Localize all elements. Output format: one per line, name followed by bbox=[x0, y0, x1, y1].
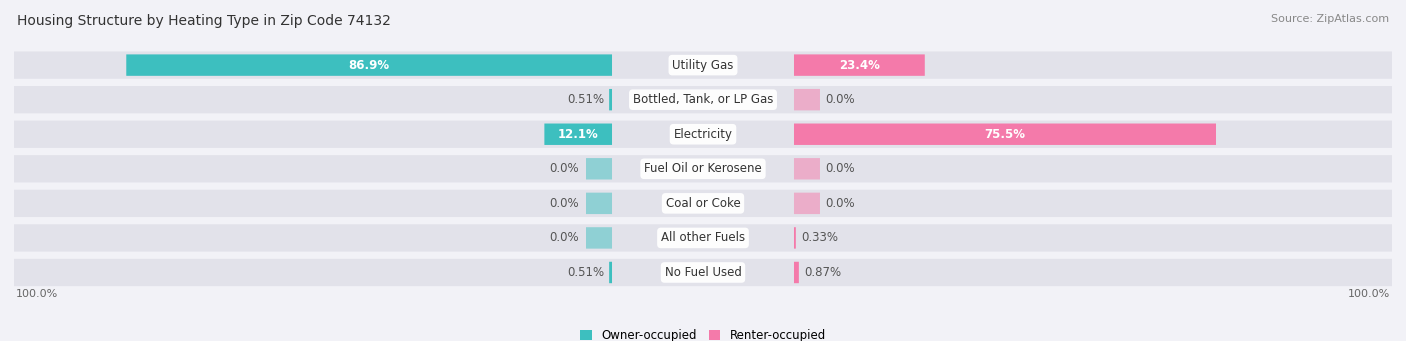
FancyBboxPatch shape bbox=[14, 51, 1392, 79]
FancyBboxPatch shape bbox=[586, 193, 612, 214]
FancyBboxPatch shape bbox=[609, 262, 612, 283]
Text: Utility Gas: Utility Gas bbox=[672, 59, 734, 72]
Text: Electricity: Electricity bbox=[673, 128, 733, 141]
Text: 0.0%: 0.0% bbox=[825, 197, 855, 210]
Text: 0.0%: 0.0% bbox=[550, 162, 579, 175]
FancyBboxPatch shape bbox=[794, 89, 820, 110]
Text: 0.51%: 0.51% bbox=[567, 93, 605, 106]
FancyBboxPatch shape bbox=[14, 259, 1392, 286]
FancyBboxPatch shape bbox=[14, 86, 1392, 113]
FancyBboxPatch shape bbox=[794, 123, 1216, 145]
FancyBboxPatch shape bbox=[586, 158, 612, 179]
FancyBboxPatch shape bbox=[794, 262, 799, 283]
FancyBboxPatch shape bbox=[794, 227, 796, 249]
FancyBboxPatch shape bbox=[14, 190, 1392, 217]
Text: 0.51%: 0.51% bbox=[567, 266, 605, 279]
FancyBboxPatch shape bbox=[794, 193, 820, 214]
Text: Housing Structure by Heating Type in Zip Code 74132: Housing Structure by Heating Type in Zip… bbox=[17, 14, 391, 28]
Text: 0.0%: 0.0% bbox=[825, 162, 855, 175]
Text: Source: ZipAtlas.com: Source: ZipAtlas.com bbox=[1271, 14, 1389, 24]
Text: 0.0%: 0.0% bbox=[550, 197, 579, 210]
Text: 12.1%: 12.1% bbox=[558, 128, 599, 141]
FancyBboxPatch shape bbox=[794, 55, 925, 76]
FancyBboxPatch shape bbox=[14, 121, 1392, 148]
Text: 0.0%: 0.0% bbox=[825, 93, 855, 106]
Text: No Fuel Used: No Fuel Used bbox=[665, 266, 741, 279]
Text: 23.4%: 23.4% bbox=[839, 59, 880, 72]
FancyBboxPatch shape bbox=[127, 55, 612, 76]
FancyBboxPatch shape bbox=[14, 224, 1392, 252]
FancyBboxPatch shape bbox=[586, 227, 612, 249]
Text: 100.0%: 100.0% bbox=[1348, 289, 1391, 299]
Text: Coal or Coke: Coal or Coke bbox=[665, 197, 741, 210]
Legend: Owner-occupied, Renter-occupied: Owner-occupied, Renter-occupied bbox=[575, 325, 831, 341]
Text: Fuel Oil or Kerosene: Fuel Oil or Kerosene bbox=[644, 162, 762, 175]
FancyBboxPatch shape bbox=[544, 123, 612, 145]
Text: 100.0%: 100.0% bbox=[15, 289, 58, 299]
Text: Bottled, Tank, or LP Gas: Bottled, Tank, or LP Gas bbox=[633, 93, 773, 106]
FancyBboxPatch shape bbox=[609, 89, 612, 110]
FancyBboxPatch shape bbox=[14, 155, 1392, 182]
Text: 0.87%: 0.87% bbox=[804, 266, 841, 279]
Text: 86.9%: 86.9% bbox=[349, 59, 389, 72]
Text: All other Fuels: All other Fuels bbox=[661, 232, 745, 244]
Text: 75.5%: 75.5% bbox=[984, 128, 1025, 141]
FancyBboxPatch shape bbox=[794, 158, 820, 179]
Text: 0.33%: 0.33% bbox=[801, 232, 838, 244]
Text: 0.0%: 0.0% bbox=[550, 232, 579, 244]
